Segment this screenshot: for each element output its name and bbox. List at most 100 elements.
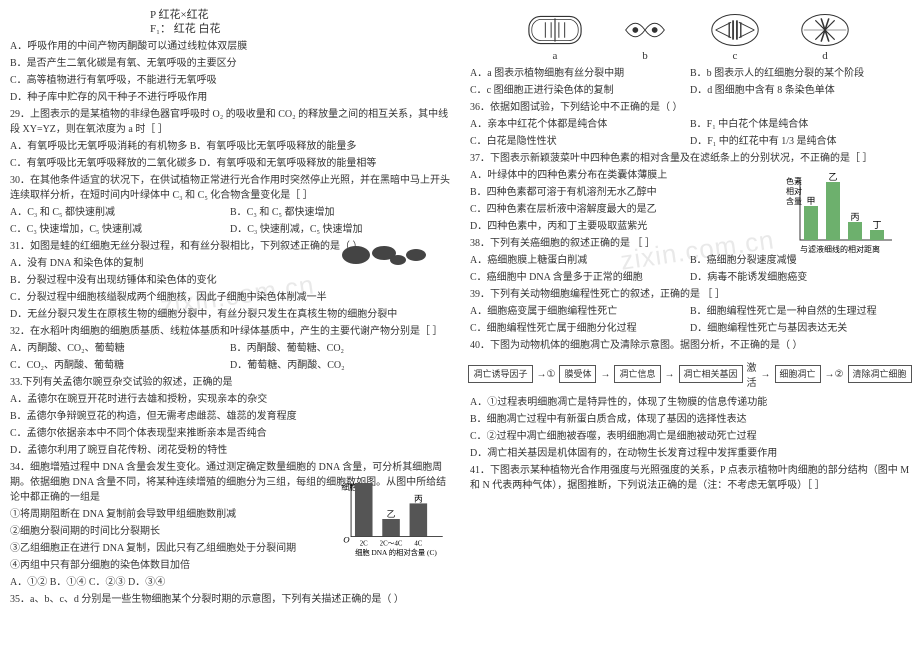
svg-text:2C: 2C <box>360 540 368 547</box>
q40-opt-d: D．凋亡相关基因是机体固有的，在动物生长发育过程中发挥重要作用 <box>470 446 910 461</box>
bd-b8: 清除凋亡细胞 <box>848 365 912 383</box>
q29-opt-ab: A．有氧呼吸比无氧呼吸消耗的有机物多 B．有氧呼吸比无氧呼吸释放的能量多 <box>10 139 450 154</box>
q33-opt-c: C．孟德尔依据亲本中不同个体表现型来推断亲本是否纯合 <box>10 426 450 441</box>
q28-opt-c: C．高等植物进行有氧呼吸，不能进行无氧呼吸 <box>10 73 450 88</box>
q30-opts-row1: A．C₃ 和 C₅ 都快速削减 B．C₃ 和 C₅ 都快速增加 <box>10 205 450 220</box>
q36-opt-b: B．F₁ 中白花个体是纯合体 <box>690 117 910 132</box>
cell-c: c <box>706 10 764 62</box>
q36-opt-a: A．亲本中红花个体都是纯合体 <box>470 117 690 132</box>
q30-opt-a: A．C₃ 和 C₅ 都快速削减 <box>10 205 230 220</box>
svg-text:与滤液细线的相对距离: 与滤液细线的相对距离 <box>800 244 880 254</box>
cell-d-label: d <box>822 50 828 62</box>
svg-text:4C: 4C <box>414 540 422 547</box>
q40-opt-b: B．细胞凋亡过程中有新蛋白质合成，体现了基因的选择性表达 <box>470 412 910 427</box>
q36-row1: A．亲本中红花个体都是纯合体 B．F₁ 中白花个体是纯合体 <box>470 117 910 132</box>
cell-diagrams-row: a b c <box>470 10 910 62</box>
q34-i4: ④丙组中只有部分细胞的染色体数目加倍 <box>10 558 450 573</box>
q40-opt-a: A．①过程表明细胞凋亡是特异性的，体现了生物膜的信息传递功能 <box>470 395 910 410</box>
q33-opt-a: A．孟德尔在豌豆开花时进行去雄和授粉，实现亲本的杂交 <box>10 392 450 407</box>
q35: 35．a、b、c、d 分别是一些生物细胞某个分裂时期的示意图，下列有关描述正确的… <box>10 592 450 607</box>
q32-opts-row1: A．丙酮酸、CO₂、葡萄糖 B．丙酮酸、葡萄糖、CO₂ <box>10 341 450 356</box>
svg-text:丙: 丙 <box>850 212 859 222</box>
q39-row1: A．细胞癌变属于细胞编程性死亡 B．细胞编程性死亡是一种自然的生理过程 <box>470 304 910 319</box>
cell-d-svg <box>796 10 854 50</box>
q28-opt-b: B．是否产生二氧化碳是有氧、无氧呼吸的主要区分 <box>10 56 450 71</box>
q32-opt-c: C．CO₂、丙酮酸、葡萄糖 <box>10 358 230 373</box>
cell-c-label: c <box>733 50 738 62</box>
q36: 36．依据如图试验，下列结论中不正确的是（ ） <box>470 100 910 115</box>
svg-text:细胞 DNA 的相对含量 (C): 细胞 DNA 的相对含量 (C) <box>355 548 437 557</box>
q36-row2: C．白花是隐性性状 D．F₁ 中的红花中有 1/3 是纯合体 <box>470 134 910 149</box>
svg-text:2C～4C: 2C～4C <box>380 540 403 547</box>
cell-b-svg <box>616 10 674 50</box>
q30-opt-b: B．C₃ 和 C₅ 都快速增加 <box>230 205 450 220</box>
cell-b-label: b <box>642 50 648 62</box>
q39-opt-a: A．细胞癌变属于细胞编程性死亡 <box>470 304 690 319</box>
bd-b1: 凋亡诱导因子 <box>468 365 532 383</box>
cell-a-label: a <box>553 50 558 62</box>
cross-diagram: P 红花×红花 F₁： 红花 白花 <box>150 8 450 37</box>
q38-opt-d: D．病毒不能诱发细胞癌变 <box>690 270 910 285</box>
q38-opt-c: C．癌细胞中 DNA 含量多于正常的细胞 <box>470 270 690 285</box>
bd-arr2: → <box>600 369 610 380</box>
q39-opt-b: B．细胞编程性死亡是一种自然的生理过程 <box>690 304 910 319</box>
bd-arr1: →① <box>537 369 556 380</box>
q31-opt-c: C．分裂过程中细胞核缢裂成两个细胞核，因此子细胞中染色体削减一半 <box>10 290 450 305</box>
q29-opt-cd: C．有氧呼吸比无氧呼吸释放的二氧化碳多 D．有氧呼吸和无氧呼吸释放的能量相等 <box>10 156 450 171</box>
q31-opt-d: D．无丝分裂只发生在原核生物的细胞分裂中，有丝分裂只发生在真核生物的细胞分裂中 <box>10 307 450 322</box>
q33-opt-d: D．孟德尔利用了豌豆自花传粉、闭花受粉的特性 <box>10 443 450 458</box>
q35-row1: A．a 图表示植物细胞有丝分裂中期 B．b 图表示人的红细胞分裂的某个阶段 <box>470 66 910 81</box>
q36-opt-d: D．F₁ 中的红花中有 1/3 是纯合体 <box>690 134 910 149</box>
q32-opt-d: D．葡萄糖、丙酮酸、CO₂ <box>230 358 450 373</box>
q30-opt-c: C．C₃ 快速增加，C₅ 快速削减 <box>10 222 230 237</box>
q40: 40．下图为动物机体的细胞凋亡及清除示意图。据图分析，不正确的是（ ） <box>470 338 910 353</box>
svg-text:乙: 乙 <box>828 172 837 182</box>
bd-arr4: → <box>761 369 771 380</box>
q28-opt-d: D．种子库中贮存的风干种子不进行呼吸作用 <box>10 90 450 105</box>
svg-text:甲: 甲 <box>359 480 368 483</box>
q40-opt-c: C．②过程中凋亡细胞被吞噬，表明细胞凋亡是细胞被动死亡过程 <box>470 429 910 444</box>
cell-d: d <box>796 10 854 62</box>
dna-content-chart: O细胞数甲2C乙2C～4C丙4C细胞 DNA 的相对含量 (C) <box>338 480 448 558</box>
q35-opt-d: D．d 图细胞中含有 8 条染色单体 <box>690 83 910 98</box>
q32-opt-a: A．丙酮酸、CO₂、葡萄糖 <box>10 341 230 356</box>
frog-cell-figure <box>340 235 430 275</box>
q38-row2: C．癌细胞中 DNA 含量多于正常的细胞 D．病毒不能诱发细胞癌变 <box>470 270 910 285</box>
svg-text:O: O <box>343 534 350 544</box>
bd-b3: 凋亡信息 <box>614 365 660 383</box>
bd-arr3: → <box>665 369 675 380</box>
svg-text:丁: 丁 <box>872 220 881 230</box>
q37: 37．下图表示新颖菠菜叶中四种色素的相对含量及在滤纸条上的分别状况，不正确的是［… <box>470 151 910 166</box>
q36-opt-c: C．白花是隐性性状 <box>470 134 690 149</box>
cell-b: b <box>616 10 674 62</box>
q34-opts: A．①② B．①④ C．②③ D．③④ <box>10 575 450 590</box>
q38-opt-a: A．癌细胞膜上糖蛋白削减 <box>470 253 690 268</box>
q41: 41．下图表示某种植物光合作用强度与光照强度的关系，P 点表示植物叶肉细胞的部分… <box>470 463 910 493</box>
exam-page: P 红花×红花 F₁： 红花 白花 A．呼吸作用的中间产物丙酮酸可以通过线粒体双… <box>0 0 920 651</box>
svg-text:丙: 丙 <box>414 493 423 503</box>
q39-opt-d: D．细胞编程性死亡与基因表达无关 <box>690 321 910 336</box>
q30: 30．在其他条件适宜的状况下，在供试植物正常进行光合作用时突然停止光照，并在黑暗… <box>10 173 450 203</box>
svg-text:含量: 含量 <box>786 196 802 206</box>
q35-opt-c: C．c 图细胞正进行染色体的复制 <box>470 83 690 98</box>
q39-row2: C．细胞编程性死亡属于细胞分化过程 D．细胞编程性死亡与基因表达无关 <box>470 321 910 336</box>
q35-opt-b: B．b 图表示人的红细胞分裂的某个阶段 <box>690 66 910 81</box>
cell-c-svg <box>706 10 764 50</box>
bd-b2: 膜受体 <box>559 365 596 383</box>
q39-opt-c: C．细胞编程性死亡属于细胞分化过程 <box>470 321 690 336</box>
bd-b6: 细胞凋亡 <box>775 365 821 383</box>
q32-opts-row2: C．CO₂、丙酮酸、葡萄糖 D．葡萄糖、丙酮酸、CO₂ <box>10 358 450 373</box>
cell-a: a <box>526 10 584 62</box>
bd-arr-activate: 激活 <box>747 359 757 389</box>
bd-b4: 凋亡相关基因 <box>679 365 743 383</box>
apoptosis-block-diagram: 凋亡诱导因子 →① 膜受体 → 凋亡信息 → 凋亡相关基因 激活 → 细胞凋亡 … <box>470 355 910 393</box>
pigment-bar-chart: 色素相对含量甲乙丙丁与滤液细线的相对距离 <box>780 170 900 260</box>
q39: 39．下列有关动物细胞编程性死亡的叙述，正确的是 ［ ］ <box>470 287 910 302</box>
q33: 33.下列有关孟德尔豌豆杂交试验的叙述，正确的是 <box>10 375 450 390</box>
cross-f1: F₁： 红花 白花 <box>150 22 450 36</box>
svg-text:相对: 相对 <box>786 186 802 196</box>
bd-arr5: →② <box>825 369 844 380</box>
q29: 29．上图表示的是某植物的非绿色器官呼吸时 O₂ 的吸收量和 CO₂ 的释放量之… <box>10 107 450 137</box>
svg-text:色素: 色素 <box>786 176 802 186</box>
right-column: a b c <box>460 0 920 651</box>
